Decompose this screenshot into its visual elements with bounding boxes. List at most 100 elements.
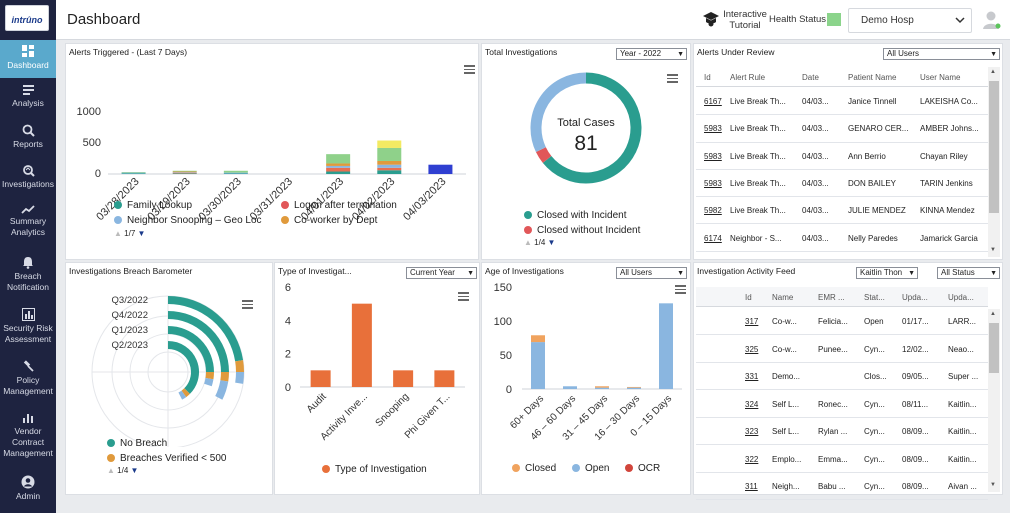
table-cell: 04/03... bbox=[802, 151, 829, 161]
alert-id-link[interactable]: 5983 bbox=[704, 151, 722, 161]
donut-slice bbox=[530, 72, 587, 152]
chart-menu-icon[interactable] bbox=[667, 74, 678, 83]
table-row[interactable]: 317 Co-w... Felicia... Open 01/17... LARR... bbox=[696, 308, 988, 336]
chart-menu-icon[interactable] bbox=[458, 292, 469, 301]
table-row[interactable]: 6167 Live Break Th... 04/03... Janice Tinne… bbox=[696, 88, 988, 116]
total-cases-donut: Total Cases 81 bbox=[530, 72, 642, 184]
legend-item[interactable]: Closed with Incident bbox=[524, 210, 627, 221]
alert-id-link[interactable]: 6174 bbox=[704, 233, 722, 243]
radial-bar-segment bbox=[204, 377, 214, 387]
x-tick-label: 04/03/2023 bbox=[401, 176, 448, 223]
sidebar-item-analysis[interactable]: Analysis bbox=[0, 84, 56, 109]
sidebar-item-security-risk-assessment[interactable]: Security Risk Assessment bbox=[0, 308, 56, 345]
user-filter-select[interactable]: All Users ▼ bbox=[883, 48, 1000, 60]
chart-menu-icon[interactable] bbox=[675, 285, 686, 294]
radial-bar-segment bbox=[235, 371, 244, 384]
alert-id-link[interactable]: 5982 bbox=[704, 206, 722, 216]
category-label: Q2/2023 bbox=[112, 340, 148, 351]
year-select[interactable]: Year - 2022 ▼ bbox=[616, 48, 687, 60]
sidebar-item-summary-analytics[interactable]: Summary Analytics bbox=[0, 204, 56, 238]
bell-icon bbox=[23, 257, 33, 269]
user-avatar-icon[interactable] bbox=[982, 10, 1002, 30]
trend-icon bbox=[21, 205, 35, 214]
legend-item[interactable]: OCR bbox=[625, 463, 660, 474]
user-filter-select[interactable]: Kaitlin Thon ▼ bbox=[856, 267, 918, 279]
legend-item[interactable]: Logon after termination bbox=[281, 200, 397, 211]
alerts-triggered-panel: Alerts Triggered - (Last 7 Days) 0 500 100… bbox=[65, 43, 479, 260]
legend-item[interactable]: No Breach bbox=[107, 438, 167, 449]
interactive-tutorial-link[interactable]: Interactive Tutorial bbox=[723, 9, 767, 31]
bar-segment bbox=[121, 172, 146, 174]
chart-menu-icon[interactable] bbox=[242, 300, 253, 309]
investigation-id-link[interactable]: 311 bbox=[745, 482, 758, 491]
legend-item[interactable]: Breaches Verified < 500 bbox=[107, 453, 226, 464]
legend-item[interactable]: Open bbox=[572, 463, 609, 474]
graduation-cap-icon[interactable] bbox=[702, 10, 720, 28]
investigation-id-link[interactable]: 325 bbox=[745, 344, 759, 354]
investigation-id-link[interactable]: 322 bbox=[745, 454, 759, 464]
legend-item[interactable]: Family Lookup bbox=[114, 200, 192, 211]
table-cell: Live Break Th... bbox=[730, 151, 786, 161]
radial-bar-segment bbox=[205, 371, 214, 380]
alert-id-link[interactable]: 5983 bbox=[704, 124, 722, 134]
table-row[interactable]: 331 Demo... Clos... 09/05... Super ... bbox=[696, 363, 988, 391]
sidebar-item-policy-management[interactable]: Policy Management bbox=[0, 360, 56, 397]
hospital-select[interactable]: Demo Hosp bbox=[848, 8, 972, 33]
table-cell: Kaitlin... bbox=[948, 427, 977, 436]
table-scrollbar[interactable]: ▲ ▼ bbox=[988, 67, 1000, 257]
table-row[interactable]: 5982 Live Break Th... 04/03... JULIE MENDEZ… bbox=[696, 197, 988, 225]
table-row[interactable]: 311 Neigh... Babu ... Cyn... 08/09... Aivan .… bbox=[696, 473, 988, 501]
status-filter-select[interactable]: All Status ▼ bbox=[937, 267, 1000, 279]
table-row[interactable]: 6174 Neighbor - S... 04/03... Nelly Paredes… bbox=[696, 225, 988, 252]
sidebar-item-vendor-contract-management[interactable]: Vendor Contract Management bbox=[0, 412, 56, 459]
sidebar-item-breach-notification[interactable]: Breach Notification bbox=[0, 256, 56, 293]
bar-segment bbox=[121, 173, 146, 174]
table-cell: Live Break Th... bbox=[730, 124, 786, 134]
table-row[interactable]: 323 Self L... Rylan ... Cyn... 08/09... Kaitl… bbox=[696, 418, 988, 446]
investigation-id-link[interactable]: 317 bbox=[745, 317, 759, 326]
chart-menu-icon[interactable] bbox=[464, 65, 475, 74]
legend-item[interactable]: Neighbor Snooping – Geo Loc bbox=[114, 215, 262, 226]
analysis-icon bbox=[22, 85, 34, 95]
table-cell: 04/03... bbox=[802, 233, 829, 243]
legend-pager[interactable]: ▲ 1/7 ▼ bbox=[114, 229, 146, 238]
health-status-indicator[interactable] bbox=[827, 13, 841, 26]
table-row[interactable]: 322 Emplo... Emma... Cyn... 08/09... Kaitlin.… bbox=[696, 446, 988, 473]
legend-pager[interactable]: ▲ 1/4 ▼ bbox=[107, 466, 139, 475]
legend-pager[interactable]: ▲ 1/4 ▼ bbox=[524, 238, 556, 247]
table-header: Id Name EMR ... Stat... Upda... Upda... bbox=[696, 287, 988, 307]
alert-id-link[interactable]: 6167 bbox=[704, 97, 722, 106]
legend-item[interactable]: Closed without Incident bbox=[524, 225, 640, 236]
legend-item[interactable]: Type of Investigation bbox=[322, 464, 427, 475]
bar-segment bbox=[531, 335, 545, 343]
table-cell: LARR... bbox=[948, 317, 977, 326]
table-row[interactable]: 324 Self L... Ronec... Cyn... 08/11... Kaitli… bbox=[696, 391, 988, 418]
table-cell: Live Break Th... bbox=[730, 97, 786, 106]
sidebar-item-dashboard[interactable]: Dashboard bbox=[0, 40, 56, 78]
legend-item[interactable]: Co-worker by Dept bbox=[281, 215, 377, 226]
radial-bar-segment bbox=[220, 371, 229, 382]
period-select[interactable]: Current Year ▼ bbox=[406, 267, 477, 279]
table-row[interactable]: 5983 Live Break Th... 04/03... DON BAILEY TA… bbox=[696, 170, 988, 198]
alert-id-link[interactable]: 5983 bbox=[704, 178, 722, 188]
page-title: Dashboard bbox=[67, 11, 141, 28]
table-row[interactable]: 5983 Live Break Th... 04/03... GENARO CER..… bbox=[696, 115, 988, 143]
sidebar-item-investigations[interactable]: Investigations bbox=[0, 164, 56, 190]
bar-segment bbox=[377, 160, 402, 165]
intruno-logo[interactable]: intrûno bbox=[5, 5, 49, 31]
donut-center-label: Total Cases bbox=[557, 117, 615, 129]
table-cell: Ann Berrio bbox=[848, 151, 886, 161]
investigation-id-link[interactable]: 323 bbox=[745, 427, 759, 436]
activity-feed-panel: Investigation Activity Feed Kaitlin Thon… bbox=[693, 262, 1003, 501]
user-filter-select[interactable]: All Users ▼ bbox=[616, 267, 687, 279]
table-row[interactable]: 5983 Live Break Th... 04/03... Ann Berrio Ch… bbox=[696, 143, 988, 170]
sidebar-item-admin[interactable]: Admin bbox=[0, 475, 56, 502]
table-row[interactable]: 325 Co-w... Punee... Cyn... 12/02... Neao... bbox=[696, 336, 988, 363]
table-scrollbar[interactable]: ▲ ▼ bbox=[988, 309, 1000, 492]
bar-segment bbox=[326, 167, 351, 172]
sidebar-item-reports[interactable]: Reports bbox=[0, 124, 56, 150]
legend-item[interactable]: Closed bbox=[512, 463, 556, 474]
investigation-id-link[interactable]: 331 bbox=[745, 372, 759, 381]
table-cell: Kaitlin... bbox=[948, 454, 977, 464]
investigation-id-link[interactable]: 324 bbox=[745, 399, 759, 409]
